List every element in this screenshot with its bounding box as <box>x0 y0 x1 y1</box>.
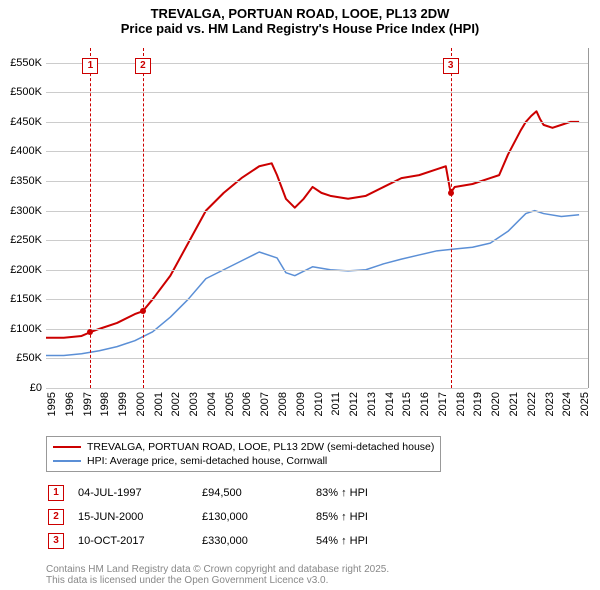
title-line-2: Price paid vs. HM Land Registry's House … <box>0 21 600 36</box>
y-tick-label: £50K <box>16 352 42 364</box>
event-marker: 2 <box>135 58 151 74</box>
x-tick-label: 2021 <box>508 392 520 416</box>
y-tick-label: £0 <box>30 382 42 394</box>
y-tick-label: £150K <box>10 293 42 305</box>
event-date: 04-JUL-1997 <box>78 482 200 504</box>
x-tick-label: 2001 <box>153 392 165 416</box>
events-table: 1 04-JUL-1997£94,50083% ↑ HPI 2 15-JUN-2000… <box>46 480 382 554</box>
series-hpi <box>46 211 579 356</box>
event-row: 2 15-JUN-2000£130,00085% ↑ HPI <box>48 506 380 528</box>
x-tick-label: 1996 <box>64 392 76 416</box>
event-line <box>90 48 91 388</box>
plot-svg <box>46 48 588 388</box>
event-row: 1 04-JUL-1997£94,50083% ↑ HPI <box>48 482 380 504</box>
event-row: 3 10-OCT-2017£330,00054% ↑ HPI <box>48 530 380 552</box>
gridline-h <box>46 63 588 64</box>
y-tick-label: £550K <box>10 57 42 69</box>
y-axis: £0£50K£100K£150K£200K£250K£300K£350K£400… <box>0 48 46 388</box>
x-axis: 1995 1996 1997 1998 1999 2000 2001 2002 2003 2004… <box>46 388 588 438</box>
event-dot <box>140 308 146 314</box>
y-tick-label: £350K <box>10 175 42 187</box>
x-tick-label: 2023 <box>544 392 556 416</box>
event-price: £330,000 <box>202 530 314 552</box>
legend-swatch <box>53 446 81 448</box>
x-tick-label: 2015 <box>401 392 413 416</box>
gridline-h <box>46 211 588 212</box>
gridline-h <box>46 122 588 123</box>
y-tick-label: £250K <box>10 234 42 246</box>
event-price: £94,500 <box>202 482 314 504</box>
event-dot <box>448 190 454 196</box>
event-date: 10-OCT-2017 <box>78 530 200 552</box>
x-tick-label: 2010 <box>313 392 325 416</box>
event-line <box>451 48 452 388</box>
chart-area: 1 2 3 <box>46 48 589 388</box>
y-tick-label: £400K <box>10 145 42 157</box>
y-tick-label: £200K <box>10 264 42 276</box>
x-tick-label: 2004 <box>206 392 218 416</box>
event-marker: 1 <box>82 58 98 74</box>
event-row-marker: 2 <box>48 509 64 525</box>
x-tick-label: 2011 <box>330 392 342 416</box>
x-tick-label: 2007 <box>259 392 271 416</box>
x-tick-label: 2014 <box>384 392 396 416</box>
x-tick-label: 1997 <box>82 392 94 416</box>
x-tick-label: 2012 <box>348 392 360 416</box>
event-date: 15-JUN-2000 <box>78 506 200 528</box>
y-tick-label: £500K <box>10 86 42 98</box>
y-tick-label: £100K <box>10 323 42 335</box>
event-pct: 85% ↑ HPI <box>316 506 380 528</box>
x-tick-label: 1995 <box>46 392 58 416</box>
gridline-h <box>46 151 588 152</box>
gridline-h <box>46 329 588 330</box>
x-tick-label: 2024 <box>561 392 573 416</box>
y-tick-label: £300K <box>10 205 42 217</box>
x-tick-label: 2003 <box>188 392 200 416</box>
gridline-h <box>46 270 588 271</box>
legend: TREVALGA, PORTUAN ROAD, LOOE, PL13 2DW (… <box>46 436 441 472</box>
x-tick-label: 2018 <box>455 392 467 416</box>
legend-swatch <box>53 460 81 462</box>
chart-title: TREVALGA, PORTUAN ROAD, LOOE, PL13 2DW P… <box>0 0 600 38</box>
event-marker: 3 <box>443 58 459 74</box>
legend-row: TREVALGA, PORTUAN ROAD, LOOE, PL13 2DW (… <box>53 440 434 454</box>
title-line-1: TREVALGA, PORTUAN ROAD, LOOE, PL13 2DW <box>0 6 600 21</box>
gridline-h <box>46 299 588 300</box>
gridline-h <box>46 181 588 182</box>
x-tick-label: 2013 <box>366 392 378 416</box>
y-tick-label: £450K <box>10 116 42 128</box>
series-property <box>46 111 579 337</box>
event-row-marker: 3 <box>48 533 64 549</box>
legend-label: HPI: Average price, semi-detached house,… <box>87 455 327 467</box>
gridline-h <box>46 240 588 241</box>
x-tick-label: 2002 <box>170 392 182 416</box>
x-tick-label: 2000 <box>135 392 147 416</box>
x-tick-label: 2008 <box>277 392 289 416</box>
x-tick-label: 2009 <box>295 392 307 416</box>
x-tick-label: 2016 <box>419 392 431 416</box>
footer-line-1: Contains HM Land Registry data © Crown c… <box>46 564 389 575</box>
event-dot <box>87 329 93 335</box>
x-tick-label: 2022 <box>526 392 538 416</box>
legend-row: HPI: Average price, semi-detached house,… <box>53 454 434 468</box>
event-price: £130,000 <box>202 506 314 528</box>
x-tick-label: 2025 <box>579 392 591 416</box>
event-line <box>143 48 144 388</box>
event-pct: 83% ↑ HPI <box>316 482 380 504</box>
x-tick-label: 2017 <box>437 392 449 416</box>
event-pct: 54% ↑ HPI <box>316 530 380 552</box>
x-tick-label: 2005 <box>224 392 236 416</box>
x-tick-label: 2019 <box>472 392 484 416</box>
gridline-h <box>46 358 588 359</box>
x-tick-label: 1998 <box>99 392 111 416</box>
gridline-h <box>46 92 588 93</box>
legend-label: TREVALGA, PORTUAN ROAD, LOOE, PL13 2DW (… <box>87 441 434 453</box>
plot-area: 1 2 3 <box>46 48 588 388</box>
x-tick-label: 1999 <box>117 392 129 416</box>
footer: Contains HM Land Registry data © Crown c… <box>46 564 389 586</box>
x-tick-label: 2006 <box>241 392 253 416</box>
footer-line-2: This data is licensed under the Open Gov… <box>46 575 389 586</box>
x-tick-label: 2020 <box>490 392 502 416</box>
event-row-marker: 1 <box>48 485 64 501</box>
